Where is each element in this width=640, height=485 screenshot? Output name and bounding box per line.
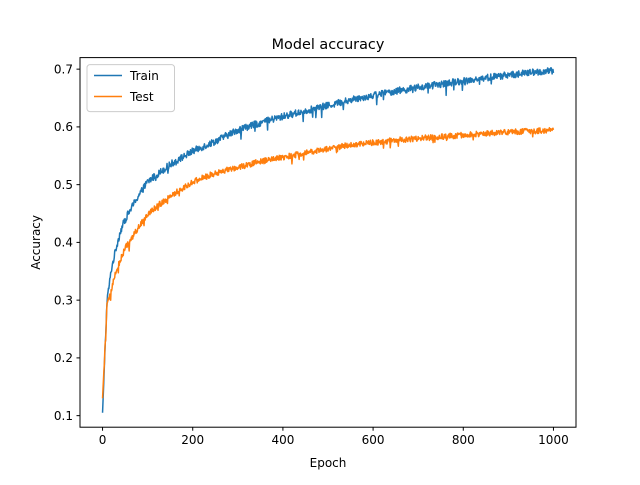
legend-label-train: Train	[129, 69, 159, 83]
x-axis-ticks: 0 200 400 600 800 1000	[99, 427, 569, 447]
y-tick-label: 0.5	[54, 178, 73, 192]
x-tick-label: 600	[362, 433, 385, 447]
x-axis-label: Epoch	[310, 456, 347, 470]
x-tick-label: 200	[181, 433, 204, 447]
x-tick-label: 800	[452, 433, 475, 447]
y-tick-label: 0.3	[54, 293, 73, 307]
y-tick-label: 0.2	[54, 351, 73, 365]
y-tick-label: 0.7	[54, 62, 73, 76]
series-line-train	[101, 67, 555, 413]
y-axis-ticks: 0.1 0.2 0.3 0.4 0.5 0.6 0.7	[54, 62, 80, 423]
y-tick-label: 0.6	[54, 120, 73, 134]
legend-label-test: Test	[129, 90, 154, 104]
legend: Train Test	[86, 64, 175, 113]
x-tick-label: 1000	[538, 433, 569, 447]
y-tick-label: 0.4	[54, 236, 73, 250]
legend-box	[86, 64, 175, 113]
chart-title: Model accuracy	[272, 37, 385, 53]
series-line-test	[101, 127, 555, 399]
x-tick-label: 400	[271, 433, 294, 447]
y-tick-label: 0.1	[54, 409, 73, 423]
series-layer	[101, 67, 555, 413]
x-tick-label: 0	[99, 433, 107, 447]
y-axis-label: Accuracy	[29, 215, 43, 270]
